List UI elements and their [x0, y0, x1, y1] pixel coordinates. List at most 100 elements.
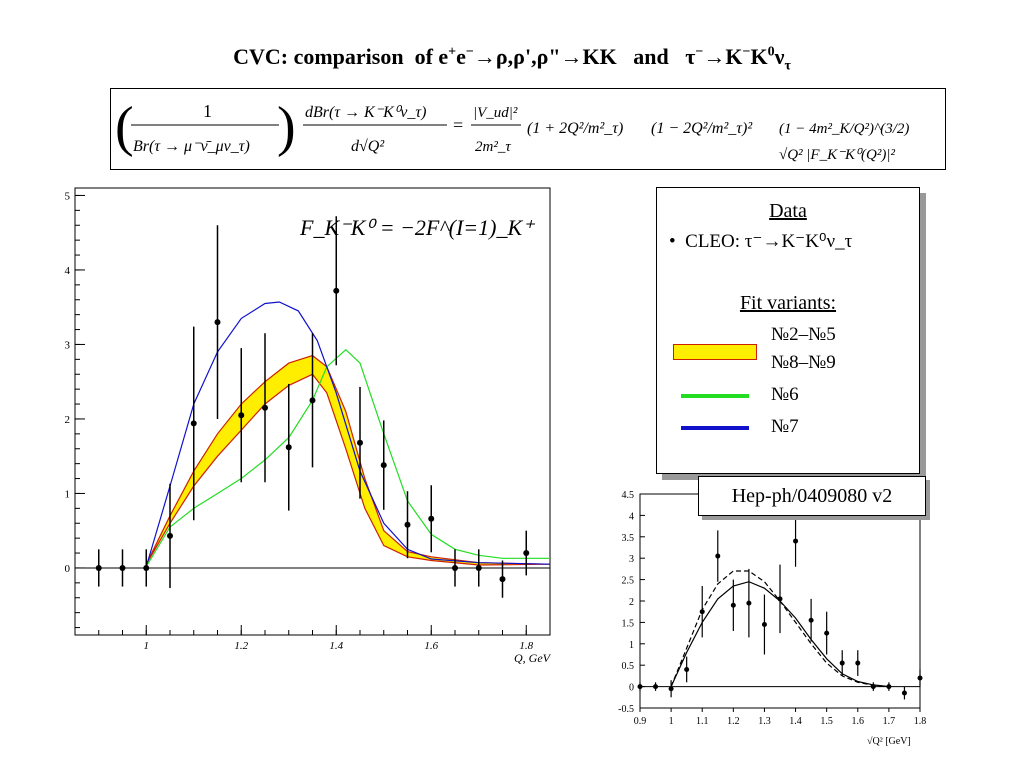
formula-term3: (1 − 4m²_K/Q²)^(3/2) [779, 121, 909, 137]
inset-x-tick-label: 1.1 [696, 716, 709, 727]
paren-left: ( [115, 96, 134, 158]
inset-y-tick-label: 1 [629, 640, 634, 651]
data-point [95, 564, 102, 571]
inset-data-point [917, 675, 923, 681]
data-point [333, 287, 340, 294]
data-point [452, 564, 458, 571]
x-tick-label: 1 [144, 640, 150, 652]
data-point [167, 532, 173, 539]
inset-x-tick-label: 1.6 [852, 716, 865, 727]
y-tick-label: 1 [65, 488, 71, 500]
legend-fit-title: Fit variants: [739, 292, 837, 314]
y-tick-label: 0 [65, 563, 71, 575]
x-axis-label: Q, GeV [514, 651, 552, 665]
legend-item-8-9: №8–№9 [771, 352, 836, 373]
reference-label: Hep-ph/0409080 v2 [698, 476, 926, 516]
inset-y-tick-label: 0.5 [622, 661, 635, 672]
paren-right: ) [277, 96, 296, 158]
inset-x-tick-label: 0.9 [634, 716, 647, 727]
inset-y-tick-label: 2 [629, 597, 634, 608]
data-point [380, 462, 387, 469]
y-tick-label: 3 [65, 339, 71, 351]
formula-ff: √Q² |F_K⁻K⁰(Q²)|² [779, 147, 895, 163]
legend-item-7: №7 [771, 416, 799, 437]
x-tick-label: 1.8 [519, 640, 533, 652]
inset-data-point [637, 684, 643, 690]
data-point [143, 564, 150, 571]
inset-data-point [653, 684, 659, 690]
formula-denominator: d√Q² [351, 138, 385, 155]
legend-green-swatch [681, 394, 749, 398]
data-point [523, 550, 530, 557]
inset-data-point [870, 684, 876, 690]
inset-data-point [886, 684, 892, 690]
form-factor-annotation: F_K⁻K⁰ = −2F^(I=1)_K⁺ [299, 215, 536, 240]
formula-br-mu: Br(τ → μ⁻ν̄_μν_τ) [133, 138, 250, 155]
data-point [190, 420, 197, 427]
inset-x-tick-label: 1.7 [883, 716, 896, 727]
formula-2mtau: 2m²_τ [475, 139, 511, 155]
inset-y-tick-label: 0 [629, 683, 634, 694]
x-tick-label: 1.2 [234, 640, 248, 652]
inset-x-tick-label: 1 [669, 716, 674, 727]
formula-box: ( 1 Br(τ → μ⁻ν̄_μν_τ) ) dBr(τ → K⁻K⁰ν_τ)… [110, 88, 946, 170]
inset-data-point [824, 630, 830, 636]
formula-term2: (1 − 2Q²/m²_τ)² [651, 120, 753, 137]
legend-box: Data • CLEO: τ⁻→K⁻K⁰ν_τ Fit variants: №2… [656, 187, 920, 474]
inset-data-point [777, 596, 783, 602]
inset-y-tick-label: -0.5 [618, 704, 634, 715]
inset-data-point [901, 690, 907, 696]
inset-x-tick-label: 1.8 [914, 716, 927, 727]
inset-data-point [715, 553, 721, 559]
formula-numerator: dBr(τ → K⁻K⁰ν_τ) [305, 104, 426, 121]
inset-y-tick-label: 3 [629, 554, 634, 565]
data-point [238, 412, 245, 419]
data-point [475, 564, 482, 571]
data-point [119, 564, 126, 571]
data-point [262, 404, 268, 411]
data-point [309, 397, 316, 404]
legend-item-6: №6 [771, 384, 799, 405]
data-point [357, 439, 363, 446]
inset-x-tick-label: 1.3 [758, 716, 771, 727]
inset-data-point [761, 622, 767, 628]
data-point [214, 319, 221, 326]
legend-item-2-5: №2–№5 [771, 324, 836, 345]
inset-y-tick-label: 4.5 [622, 490, 635, 501]
inset-data-point [793, 538, 799, 544]
data-point [499, 576, 506, 583]
inset-data-point [668, 686, 674, 692]
legend-blue-swatch [681, 426, 749, 430]
x-tick-label: 1.6 [424, 640, 438, 652]
inset-data-point [855, 660, 861, 666]
page-title: CVC: comparison of e+e−→ρ,ρ',ρ"→KK and τ… [233, 44, 791, 74]
legend-data-item: • CLEO: τ⁻→K⁻K⁰ν_τ [669, 231, 853, 252]
inset-data-point [839, 660, 845, 666]
inset-y-tick-label: 4 [629, 511, 634, 522]
inset-x-tick-label: 1.2 [727, 716, 740, 727]
inset-data-point [699, 609, 705, 615]
inset-y-tick-label: 2.5 [622, 576, 635, 587]
inset-x-axis-label: √Q² [GeV] [867, 736, 911, 747]
legend-band-swatch [673, 344, 757, 360]
formula-vud: |V_ud|² [473, 105, 518, 121]
y-tick-label: 2 [65, 414, 71, 426]
data-point [428, 515, 435, 522]
legend-data-title: Data [769, 200, 807, 222]
inset-x-tick-label: 1.4 [789, 716, 802, 727]
y-tick-label: 5 [65, 190, 71, 202]
fit-line-7 [145, 301, 551, 567]
inset-x-tick-label: 1.5 [820, 716, 833, 727]
x-tick-label: 1.4 [329, 640, 343, 652]
inset-data-point [808, 617, 814, 623]
inset-data-point [684, 666, 690, 672]
inset-data-point [746, 600, 752, 606]
equals-sign: = [453, 115, 463, 135]
formula-one: 1 [203, 101, 212, 121]
data-point [285, 444, 292, 451]
y-tick-label: 4 [65, 265, 71, 277]
formula-term1: (1 + 2Q²/m²_τ) [527, 120, 623, 137]
inset-y-tick-label: 1.5 [622, 618, 635, 629]
inset-data-point [730, 602, 736, 608]
data-point [404, 521, 411, 528]
